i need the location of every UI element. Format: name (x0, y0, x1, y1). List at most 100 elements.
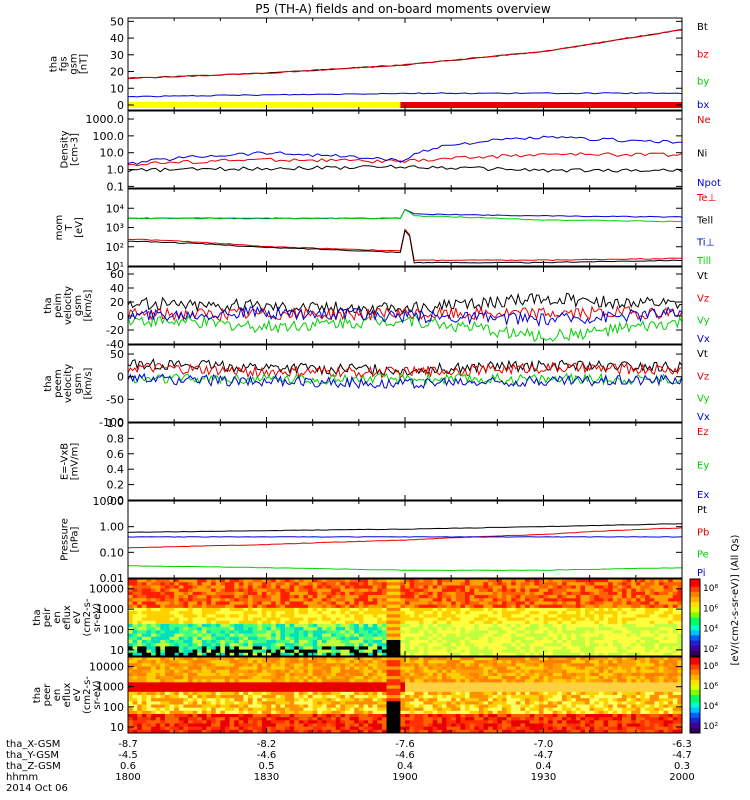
spectrogram-cell (658, 614, 664, 618)
spectrogram-cell (284, 720, 290, 724)
spectrogram-cell (271, 685, 277, 690)
spectrogram-cell (474, 620, 480, 625)
spectrogram-cell (178, 604, 184, 609)
spectrogram-cell (294, 707, 300, 712)
spectrogram-cell (257, 623, 263, 628)
spectrogram-cell (340, 663, 346, 667)
spectrogram-cell (437, 695, 443, 699)
spectrogram-cell (589, 595, 595, 599)
spectrogram-cell (525, 620, 531, 625)
spectrogram-cell (335, 649, 341, 654)
spectrogram-cell (340, 685, 346, 690)
spectrogram-cell (566, 630, 572, 634)
spectrogram-cell (391, 710, 397, 715)
spectrogram-cell (164, 582, 170, 586)
spectrogram-cell (321, 649, 327, 654)
spectrogram-cell (160, 614, 166, 618)
spectrogram-cell (146, 582, 152, 586)
spectrogram-cell (275, 614, 281, 618)
spectrogram-cell (224, 643, 230, 647)
spectrogram-cell (303, 595, 309, 599)
spectrogram-cell (372, 636, 378, 641)
spectrogram-cell (423, 643, 429, 647)
spectrogram-cell (344, 698, 350, 702)
spectrogram-cell (266, 579, 272, 583)
spectrogram-cell (335, 598, 341, 602)
spectrogram-cell (298, 582, 304, 586)
spectrogram-cell (132, 669, 138, 674)
spectrogram-cell (488, 646, 494, 650)
spectrogram-cell (257, 652, 263, 657)
spectrogram-cell (312, 714, 318, 718)
spectrogram-cell (437, 720, 443, 724)
spectrogram-cell (446, 710, 452, 715)
spectrogram-cell (617, 585, 623, 590)
spectrogram-cell (303, 710, 309, 715)
spectrogram-cell (201, 714, 207, 718)
spectrogram-cell (151, 685, 157, 690)
spectrogram-cell (201, 691, 207, 696)
spectrogram-cell (308, 639, 314, 644)
spectrogram-cell (511, 649, 517, 654)
spectrogram-cell (326, 669, 332, 674)
spectrogram-cell (349, 714, 355, 718)
spectrogram-cell (303, 652, 309, 657)
spectrogram-cell (635, 627, 641, 631)
spectrogram-cell (294, 729, 300, 734)
spectrogram-cell (238, 607, 244, 612)
spectrogram-cell (418, 585, 424, 590)
spectrogram-cell (552, 585, 558, 590)
spectrogram-cell (409, 717, 415, 721)
spectrogram-cell (211, 666, 217, 671)
spectrogram-cell (128, 595, 134, 599)
spectrogram-cell (326, 614, 332, 618)
spectrogram-cell (668, 633, 674, 638)
spectrogram-cell (488, 639, 494, 644)
spectrogram-cell (465, 620, 471, 625)
spectrogram-cell (395, 701, 401, 705)
spectrogram-cell (640, 604, 646, 609)
spectrogram-cell (298, 649, 304, 654)
spectrogram-cell (201, 630, 207, 634)
spectrogram-cell (368, 582, 374, 586)
spectrogram-cell (437, 630, 443, 634)
spectrogram-cell (132, 633, 138, 638)
spectrogram-cell (164, 672, 170, 677)
spectrogram-cell (474, 604, 480, 609)
spectrogram-cell (234, 582, 240, 586)
spectrogram-cell (335, 710, 341, 715)
spectrogram-cell (317, 652, 323, 657)
spectrogram-cell (543, 646, 549, 650)
spectrogram-cell (229, 701, 235, 705)
spectrogram-cell (418, 652, 424, 657)
spectrogram-cell (635, 639, 641, 644)
y-axis-label: [km/s] (83, 367, 94, 399)
spectrogram-cell (280, 726, 286, 731)
spectrogram-cell (525, 601, 531, 606)
spectrogram-cell (331, 601, 337, 606)
spectrogram-cell (418, 666, 424, 671)
spectrogram-cell (432, 682, 438, 686)
spectrogram-cell (206, 676, 212, 680)
spectrogram-cell (331, 646, 337, 650)
spectrogram-cell (234, 726, 240, 731)
spectrogram-cell (386, 723, 392, 728)
spectrogram-cell (340, 710, 346, 715)
spectrogram-cell (317, 601, 323, 606)
spectrogram-cell (312, 639, 318, 644)
spectrogram-cell (672, 617, 678, 622)
spectrogram-cell (428, 672, 434, 677)
spectrogram-cell (344, 723, 350, 728)
spectrogram-cell (658, 595, 664, 599)
spectrogram-cell (211, 688, 217, 693)
spectrogram-cell (441, 676, 447, 680)
spectrogram-cell (405, 598, 411, 602)
spectrogram-cell (603, 617, 609, 622)
spectrogram-cell (658, 623, 664, 628)
spectrogram-cell (409, 676, 415, 680)
spectrogram-cell (437, 646, 443, 650)
spectrogram-cell (612, 617, 618, 622)
legend-Te⊥: Te⊥ (696, 193, 716, 204)
spectrogram-cell (303, 660, 309, 664)
